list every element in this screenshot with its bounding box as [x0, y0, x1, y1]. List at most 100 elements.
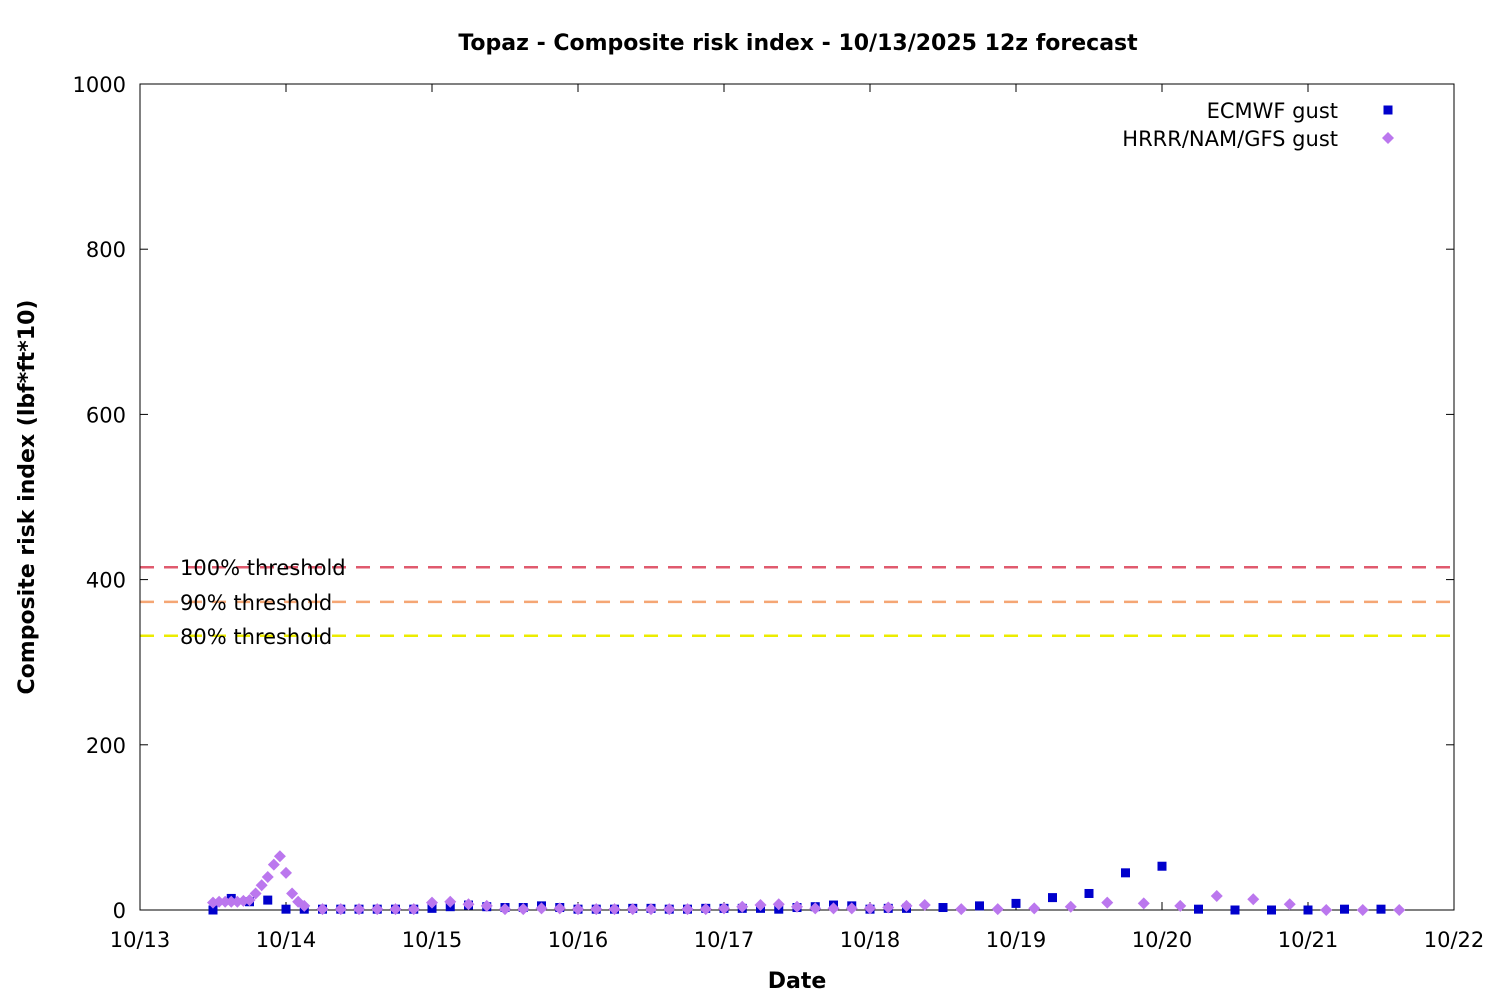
data-point [1174, 899, 1187, 912]
data-point [1084, 888, 1094, 898]
data-point [699, 903, 712, 916]
data-point [1230, 905, 1240, 915]
data-point [480, 899, 493, 912]
data-point [389, 903, 402, 916]
data-point [1283, 898, 1296, 911]
data-point [208, 905, 218, 915]
data-point [261, 870, 274, 883]
data-point [864, 902, 876, 915]
data-point [791, 900, 803, 913]
series-hrrr-nam-gfs-gust [207, 850, 1406, 916]
y-tick-label: 600 [86, 403, 126, 427]
data-point [1210, 889, 1223, 902]
legend-label: ECMWF gust [1207, 99, 1338, 123]
legend-label: HRRR/NAM/GFS gust [1122, 127, 1338, 151]
x-tick-label: 10/20 [1132, 928, 1193, 952]
data-point [444, 895, 457, 908]
data-point [938, 903, 948, 913]
data-point [1247, 893, 1260, 906]
data-point [1137, 897, 1150, 910]
data-point [298, 899, 311, 912]
data-point [827, 902, 840, 915]
x-tick-label: 10/21 [1278, 928, 1339, 952]
data-point [572, 903, 584, 916]
chart-title: Topaz - Composite risk index - 10/13/202… [458, 31, 1138, 56]
data-point [955, 903, 968, 916]
data-point [809, 902, 822, 915]
data-point [718, 902, 730, 915]
x-tick-label: 10/15 [402, 928, 463, 952]
data-point [626, 903, 639, 916]
data-point [1303, 905, 1313, 915]
data-point [1376, 904, 1386, 914]
data-point [1157, 861, 1167, 871]
data-point [1048, 893, 1057, 903]
x-tick-label: 10/22 [1424, 928, 1485, 952]
y-tick-label: 400 [86, 569, 126, 593]
legend-marker [1383, 105, 1393, 115]
data-point [736, 900, 749, 913]
data-point [353, 903, 365, 916]
data-point [426, 896, 438, 909]
data-point [754, 899, 767, 912]
x-axis-title: Date [768, 969, 827, 994]
data-point [281, 904, 291, 914]
data-point [263, 895, 273, 905]
data-point [1011, 898, 1021, 908]
data-point [681, 903, 694, 916]
data-point [219, 895, 232, 908]
data-point [845, 902, 858, 915]
data-point [371, 903, 384, 916]
data-point [1121, 868, 1130, 878]
data-point [1194, 904, 1203, 914]
data-point [1356, 904, 1369, 916]
data-point [243, 894, 256, 907]
data-point [280, 866, 292, 879]
x-tick-label: 10/16 [548, 928, 609, 952]
y-axis-title: Composite risk index (lbf*ft*10) [15, 300, 40, 695]
y-tick-label: 800 [86, 238, 126, 262]
x-tick-label: 10/18 [840, 928, 901, 952]
data-point [316, 903, 329, 916]
data-point [1064, 900, 1077, 913]
data-point [273, 850, 286, 863]
x-tick-label: 10/13 [110, 928, 171, 952]
x-tick-label: 10/14 [256, 928, 317, 952]
data-point [286, 887, 299, 900]
data-point [267, 858, 280, 871]
data-point [975, 901, 984, 911]
data-point [213, 895, 226, 908]
data-point [462, 898, 475, 911]
data-point [645, 903, 657, 916]
data-point [900, 899, 913, 912]
x-tick-label: 10/19 [986, 928, 1047, 952]
data-point [1393, 904, 1406, 916]
data-point [918, 899, 931, 912]
data-point [1340, 904, 1349, 914]
data-point [590, 903, 603, 916]
y-tick-label: 1000 [73, 73, 126, 97]
data-point [535, 902, 548, 915]
x-tick-label: 10/17 [694, 928, 755, 952]
data-point [1320, 904, 1333, 916]
y-tick-label: 200 [86, 734, 126, 758]
data-point [249, 887, 262, 900]
data-point [608, 903, 621, 916]
y-tick-label: 0 [113, 899, 126, 923]
data-point [334, 903, 347, 916]
data-point [991, 903, 1004, 916]
data-point [1028, 902, 1041, 915]
legend-marker [1382, 132, 1394, 144]
data-point [882, 901, 895, 914]
threshold-label: 80% threshold [180, 625, 332, 649]
data-point [663, 903, 676, 916]
data-point [517, 903, 530, 916]
data-point [553, 902, 566, 915]
data-point [499, 903, 511, 916]
data-point [407, 903, 420, 916]
data-point [772, 898, 785, 911]
data-point [255, 879, 268, 892]
data-point [1267, 905, 1276, 915]
threshold-label: 100% threshold [180, 556, 346, 580]
